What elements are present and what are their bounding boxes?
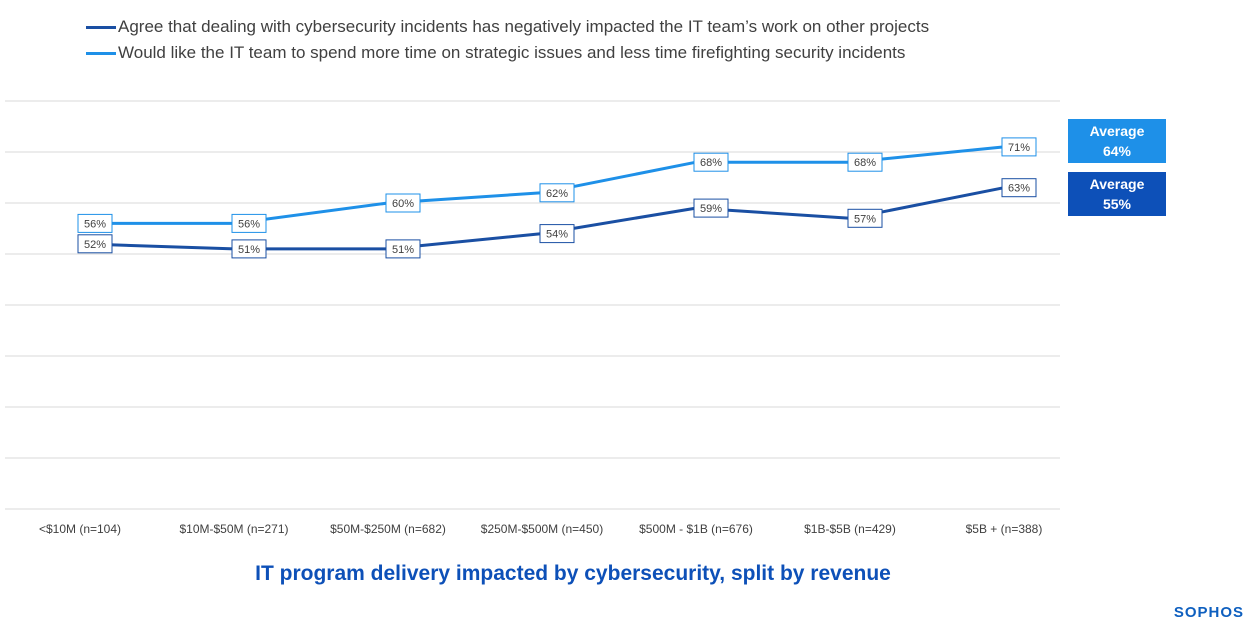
data-label-box <box>385 239 421 259</box>
data-label-box <box>1001 178 1037 198</box>
data-label: 56% <box>238 218 260 230</box>
data-label-box <box>77 234 113 254</box>
x-tick-label: $5B + (n=388) <box>966 522 1043 536</box>
data-label: 52% <box>84 239 106 251</box>
data-label-box <box>231 213 267 233</box>
average-badge-strategic: Average 64% <box>1068 119 1166 163</box>
legend-label: Agree that dealing with cybersecurity in… <box>118 17 930 36</box>
average-badge-negative-impact: Average 55% <box>1068 172 1166 216</box>
x-tick-label: $50M-$250M (n=682) <box>330 522 446 536</box>
data-label: 68% <box>700 157 722 169</box>
x-tick-label: $10M-$50M (n=271) <box>179 522 288 536</box>
data-label: 57% <box>854 213 876 225</box>
legend-item-strategic-issues: Would like the IT team to spend more tim… <box>86 40 929 66</box>
data-label: 63% <box>1008 183 1030 195</box>
data-label-box <box>77 213 113 233</box>
data-label-box <box>1001 137 1037 157</box>
x-tick-label: $1B-$5B (n=429) <box>804 522 896 536</box>
x-tick-label: $250M-$500M (n=450) <box>481 522 603 536</box>
average-value: 55% <box>1102 196 1132 212</box>
data-label: 62% <box>546 188 568 200</box>
data-label-box <box>231 239 267 259</box>
data-label: 54% <box>546 229 568 241</box>
legend-swatch-dark-blue <box>86 25 116 29</box>
data-label: 56% <box>84 218 106 230</box>
legend-item-negative-impact: Agree that dealing with cybersecurity in… <box>86 14 929 40</box>
sophos-logo: SOPHOS <box>1173 604 1244 621</box>
legend: Agree that dealing with cybersecurity in… <box>86 14 929 66</box>
data-label: 71% <box>1008 142 1030 154</box>
legend-label: Would like the IT team to spend more tim… <box>118 43 906 62</box>
data-label-box <box>847 152 883 172</box>
data-label-box <box>693 152 729 172</box>
data-label-box <box>539 224 575 244</box>
data-label: 51% <box>238 244 260 256</box>
data-label: 68% <box>854 157 876 169</box>
data-label: 59% <box>700 203 722 215</box>
average-label: Average <box>1089 123 1145 139</box>
data-label: 60% <box>392 198 414 210</box>
average-label: Average <box>1089 176 1145 192</box>
average-value: 64% <box>1102 143 1132 159</box>
legend-swatch-light-blue <box>86 51 116 55</box>
data-label-box <box>847 208 883 228</box>
x-tick-label: $500M - $1B (n=676) <box>639 522 753 536</box>
data-label-box <box>539 183 575 203</box>
data-label-box <box>385 193 421 213</box>
x-tick-label: <$10M (n=104) <box>39 522 121 536</box>
data-label-box <box>693 198 729 218</box>
data-label: 51% <box>392 244 414 256</box>
chart-title: IT program delivery impacted by cybersec… <box>255 562 891 585</box>
